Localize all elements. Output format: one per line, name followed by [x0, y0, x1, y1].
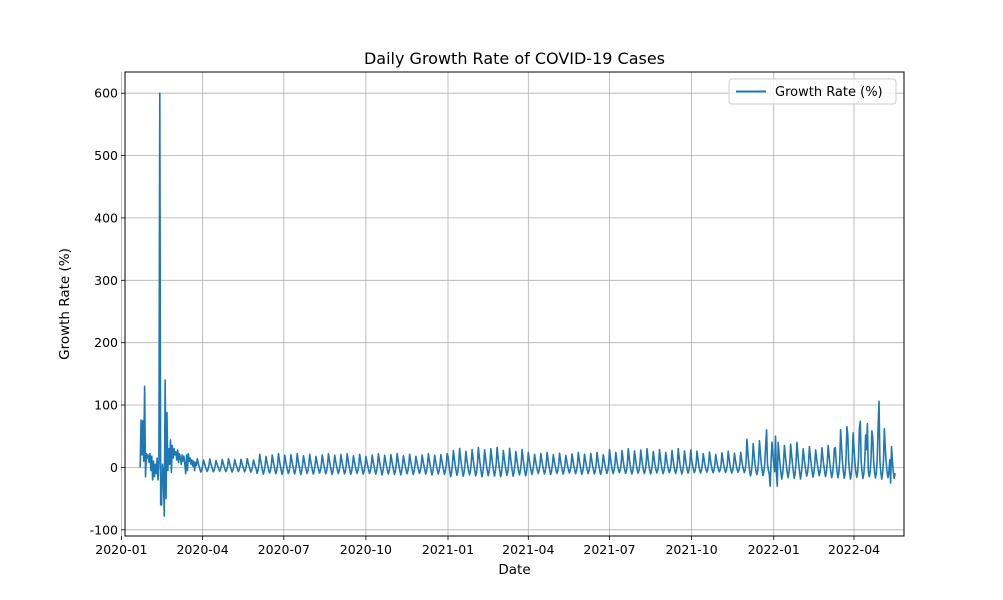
x-tick-label: 2021-04	[502, 542, 554, 557]
axes-frame	[124, 71, 905, 537]
chart-title: Daily Growth Rate of COVID-19 Cases	[364, 49, 665, 68]
axis-ticks: 2020-01 2020-04 2020-07 2020-10 2021-01 2021-…	[90, 86, 881, 557]
grid	[121, 72, 904, 536]
x-tick-label: 2020-04	[176, 542, 228, 557]
x-tick-label: 2022-01	[748, 542, 800, 557]
legend-box	[728, 78, 897, 105]
x-tick-label: 2021-01	[422, 542, 474, 557]
y-tick-label: 100	[94, 398, 118, 413]
plot-lines	[139, 92, 896, 517]
y-tick-label: 600	[94, 86, 118, 101]
y-tick-label: 400	[94, 210, 118, 225]
x-tick-label: 2021-07	[583, 542, 635, 557]
x-axis-label: Date	[498, 562, 530, 578]
x-tick-label: 2020-07	[258, 542, 310, 557]
series-line-growth-rate	[139, 92, 896, 517]
legend: Growth Rate (%)	[728, 78, 897, 105]
y-tick-label: 300	[94, 273, 118, 288]
y-tick-label: 200	[94, 335, 118, 350]
y-tick-label: 0	[110, 460, 118, 475]
x-tick-label: 2020-10	[340, 542, 392, 557]
x-tick-label: 2020-01	[95, 542, 147, 557]
legend-label-growth-rate: Growth Rate (%)	[775, 85, 883, 100]
y-tick-label: 500	[94, 148, 118, 163]
x-tick-label: 2022-04	[828, 542, 880, 557]
y-tick-label: -100	[90, 522, 118, 537]
x-tick-label: 2021-10	[665, 542, 717, 557]
y-axis-label: Growth Rate (%)	[57, 248, 73, 360]
